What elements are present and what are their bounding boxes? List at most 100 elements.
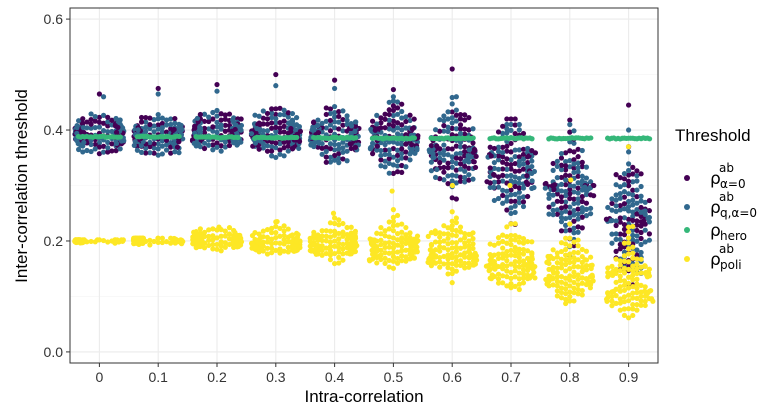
data-point-alpha [151, 141, 157, 147]
data-point-poli [630, 290, 636, 296]
data-point-poli [621, 253, 628, 259]
data-point-alpha [634, 227, 640, 234]
data-point-alpha [504, 156, 510, 162]
data-point-q [634, 173, 640, 179]
data-point-q [546, 211, 552, 217]
data-point-q [257, 126, 263, 133]
data-point-hero [411, 135, 417, 141]
data-point-q [159, 151, 165, 157]
data-point-poli [583, 267, 590, 273]
data-point-q [491, 197, 497, 204]
data-point-poli [491, 264, 497, 270]
data-point-alpha [466, 177, 472, 183]
data-point-alpha [567, 173, 573, 179]
data-point-q [550, 201, 556, 207]
data-point-poli [466, 260, 472, 266]
data-point-poli [621, 240, 628, 246]
data-point-alpha [508, 187, 514, 193]
data-point-alpha [516, 185, 522, 191]
data-point-alpha [210, 142, 216, 148]
data-point-poli [394, 212, 401, 219]
data-point-poli [567, 259, 573, 265]
data-point-poli [512, 233, 518, 239]
data-point-alpha [332, 152, 338, 159]
data-point-poli [433, 253, 439, 259]
data-point-poli [613, 300, 619, 306]
data-point-alpha [453, 167, 459, 173]
data-point-alpha [508, 162, 514, 168]
data-point-alpha [163, 129, 170, 135]
data-point-poli [340, 251, 346, 257]
data-point-alpha [603, 216, 610, 222]
data-point-q [163, 147, 170, 153]
data-point-q [390, 112, 396, 119]
data-point-q [222, 139, 228, 145]
data-point-q [449, 159, 455, 165]
data-point-q [642, 208, 648, 214]
data-point-poli [495, 240, 502, 246]
data-point-q [92, 124, 98, 131]
data-point-q [252, 112, 258, 118]
data-point-poli [399, 248, 405, 254]
data-point-alpha [449, 146, 455, 152]
data-point-q [344, 148, 350, 154]
data-point-alpha [550, 160, 556, 167]
data-point-q [638, 198, 644, 204]
data-point-q [191, 140, 197, 146]
data-point-poli [575, 276, 581, 282]
data-point-poli [504, 258, 510, 264]
data-point-poli [366, 257, 373, 263]
data-point-q [105, 119, 111, 125]
data-point-poli [414, 233, 421, 239]
data-point-poli [527, 275, 533, 281]
data-point-q [571, 183, 577, 189]
legend-subscript: poli [720, 258, 742, 272]
data-point-alpha [449, 195, 455, 201]
data-point-poli [273, 240, 279, 246]
data-point-q [621, 215, 628, 221]
data-point-alpha [617, 215, 623, 221]
data-point-q [344, 117, 350, 123]
data-point-poli [327, 220, 334, 226]
data-point-q [613, 231, 619, 237]
data-point-q [281, 107, 287, 113]
data-point-poli [336, 236, 342, 242]
data-point-poli [462, 244, 468, 250]
data-point-poli [382, 250, 388, 256]
data-point-alpha [222, 116, 228, 122]
data-point-alpha [551, 186, 557, 193]
data-point-alpha [336, 126, 342, 132]
data-point-q [316, 140, 322, 146]
data-point-poli [350, 245, 357, 251]
data-point-q [394, 111, 401, 117]
data-point-hero [117, 134, 123, 140]
data-point-alpha [264, 121, 271, 127]
data-point-poli [621, 258, 628, 264]
data-point-q [394, 125, 401, 131]
data-point-poli [567, 283, 573, 289]
data-point-q [206, 142, 212, 148]
data-point-poli [441, 245, 447, 251]
data-point-q [218, 122, 224, 128]
data-point-q [449, 172, 455, 178]
data-point-q [155, 126, 161, 132]
data-point-q [348, 123, 355, 129]
data-point-poli [563, 275, 569, 281]
data-point-poli [583, 263, 590, 269]
data-point-q [159, 129, 165, 135]
data-point-poli [634, 266, 640, 272]
data-point-alpha [512, 160, 518, 167]
data-point-alpha [201, 130, 208, 136]
data-point-alpha [201, 145, 208, 152]
data-point-poli [390, 249, 396, 255]
data-point-poli [308, 248, 315, 254]
data-point-poli [470, 236, 476, 242]
data-point-poli [550, 282, 556, 288]
data-point-q [105, 129, 111, 135]
data-point-alpha [626, 183, 632, 189]
data-point-alpha [575, 146, 581, 152]
data-point-poli [634, 261, 640, 267]
data-point-q [80, 124, 86, 131]
data-point-poli [563, 296, 569, 302]
